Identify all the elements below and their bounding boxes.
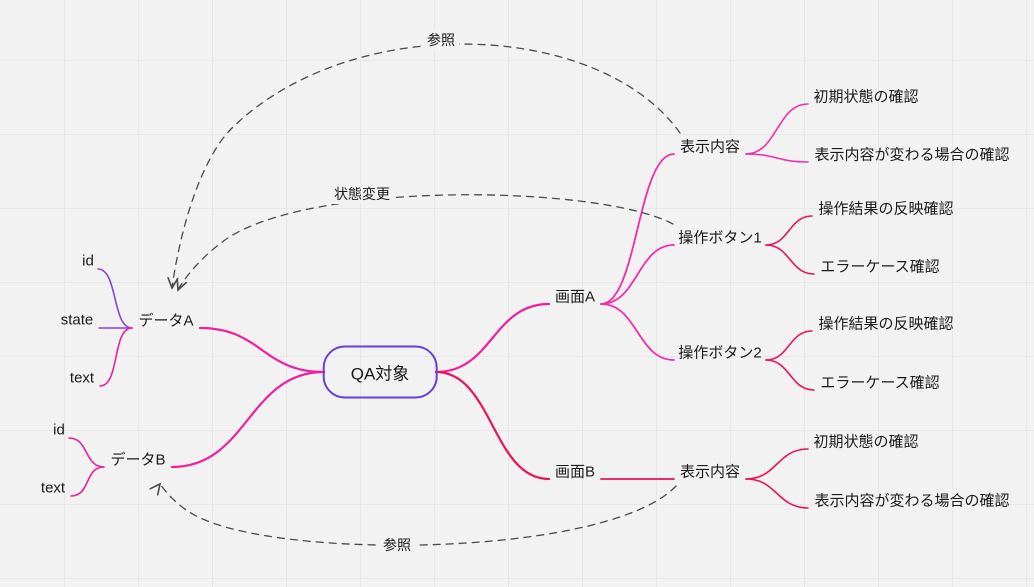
edge bbox=[200, 328, 324, 372]
edge bbox=[436, 372, 549, 479]
edge bbox=[436, 304, 549, 372]
edge bbox=[746, 104, 808, 154]
edge bbox=[746, 154, 808, 162]
dashed-edge bbox=[178, 195, 673, 290]
arrowhead-icon bbox=[150, 484, 160, 495]
edge bbox=[766, 245, 814, 274]
edge bbox=[172, 372, 324, 467]
edge bbox=[766, 216, 812, 245]
edge bbox=[98, 269, 132, 328]
edge bbox=[766, 360, 814, 390]
dashed-edge bbox=[172, 44, 680, 288]
edge bbox=[601, 154, 674, 304]
edge bbox=[746, 449, 808, 479]
edge bbox=[71, 467, 104, 496]
edge bbox=[601, 304, 674, 360]
mindmap-canvas bbox=[0, 0, 1034, 587]
edge bbox=[766, 331, 812, 360]
edge bbox=[601, 245, 674, 304]
dashed-edge bbox=[160, 484, 676, 545]
edge bbox=[69, 438, 104, 467]
edge bbox=[100, 328, 132, 386]
edge bbox=[746, 479, 808, 508]
